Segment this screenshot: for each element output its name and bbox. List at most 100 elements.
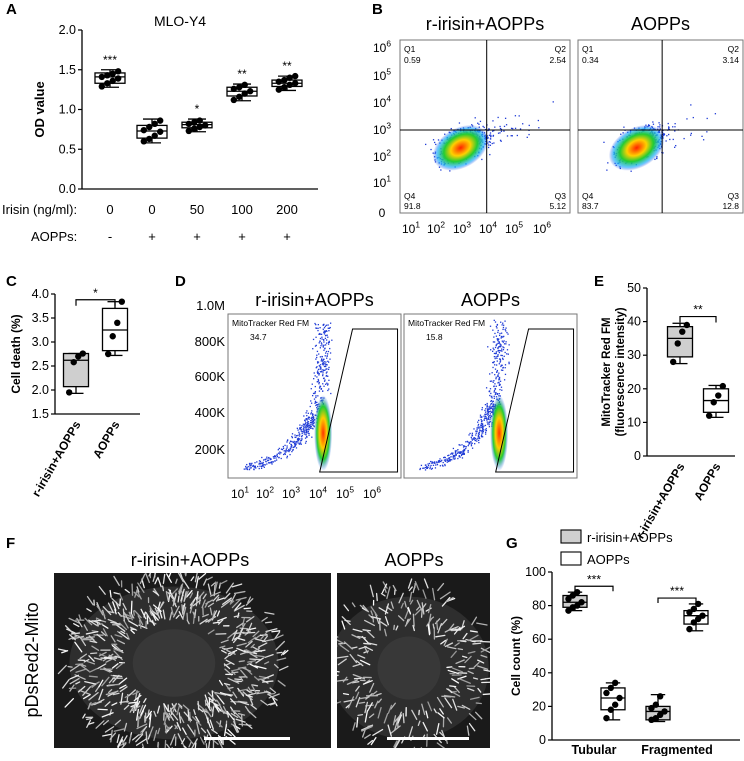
y-tick-label: 40	[627, 315, 641, 329]
flow-event	[317, 351, 318, 352]
flow-event	[486, 417, 487, 418]
mitochondrion	[242, 715, 243, 726]
flow-event	[321, 389, 322, 390]
micrograph-title-right: AOPPs	[384, 550, 443, 570]
flow-event	[463, 449, 464, 450]
row-label-aopps: AOPPs:	[31, 229, 77, 244]
flow-event	[329, 348, 330, 349]
flow-event	[497, 382, 498, 383]
flow-event	[266, 463, 267, 464]
flow-event	[466, 446, 467, 447]
flow-event	[485, 412, 486, 413]
box-A-4-point	[281, 84, 287, 90]
flow-event	[457, 458, 458, 459]
flow-event	[476, 429, 477, 430]
flow-event	[498, 379, 499, 380]
box-A-3-point	[247, 88, 253, 94]
flow-event	[691, 133, 692, 134]
flow-event	[305, 420, 306, 421]
flow-event	[455, 451, 456, 452]
flow-event	[500, 350, 501, 351]
flow-event	[326, 372, 327, 373]
flow-event	[495, 389, 496, 390]
flow-event	[491, 406, 492, 407]
flow-event	[487, 403, 488, 404]
flow-event	[266, 457, 267, 458]
flow-event	[485, 433, 486, 434]
flow-event	[430, 465, 431, 466]
flow-event	[453, 457, 454, 458]
flow-event	[315, 375, 316, 376]
flow-event	[291, 451, 292, 452]
flow-event	[304, 425, 305, 426]
flow-event	[265, 459, 266, 460]
flow-event	[486, 428, 487, 429]
flow-event	[322, 371, 323, 372]
flow-event	[283, 448, 284, 449]
mitochondrion	[98, 709, 107, 710]
flow-event	[488, 422, 489, 423]
flow-event	[265, 461, 266, 462]
flow-event	[496, 364, 497, 365]
flow-event	[658, 122, 659, 123]
flow-event	[478, 425, 479, 426]
flow-event	[314, 323, 315, 324]
flow-event	[490, 138, 491, 139]
flow-event	[428, 465, 429, 466]
flow-event	[674, 126, 675, 127]
x-category-label: r-irisin+AOPPs	[29, 418, 84, 499]
flow-event	[311, 403, 312, 404]
flow-event	[314, 398, 315, 399]
box-G-1-0-point	[653, 702, 659, 708]
flow-event	[468, 434, 469, 435]
flow-event	[276, 455, 277, 456]
flow-event	[306, 432, 307, 433]
flow-event	[445, 461, 446, 462]
flow-event	[310, 413, 311, 414]
y-tick-label: 0.0	[59, 182, 76, 196]
flow-event	[301, 436, 302, 437]
y-tick-label: 105	[373, 67, 391, 83]
flow-event	[323, 325, 324, 326]
flow-event	[323, 386, 324, 387]
flow-event	[508, 354, 509, 355]
flow-event	[487, 423, 488, 424]
flow-event	[315, 395, 316, 396]
flow-event	[490, 404, 491, 405]
flow-event	[285, 451, 286, 452]
flow-event	[303, 425, 304, 426]
flow-event	[495, 392, 496, 393]
flow-event	[306, 436, 307, 437]
flow-event	[326, 356, 327, 357]
flow-event	[478, 433, 479, 434]
x-tick-label: 106	[533, 220, 551, 236]
flow-event	[505, 367, 506, 368]
box-G-0-1-point	[603, 690, 609, 696]
mitochondrion	[183, 605, 184, 614]
flow-event	[425, 467, 426, 468]
significance: **	[282, 59, 292, 73]
box-C-1-point	[110, 333, 116, 339]
flow-event	[498, 133, 499, 134]
x-category-label: Tubular	[572, 743, 617, 756]
quadrant-value: 2.54	[549, 55, 566, 65]
mitochondrion	[113, 676, 121, 677]
flow-event	[308, 433, 309, 434]
flow-event	[473, 428, 474, 429]
flow-event	[317, 370, 318, 371]
flow-title: r-irisin+AOPPs	[255, 290, 374, 310]
legend-swatch	[561, 552, 581, 565]
flow-event	[495, 358, 496, 359]
flow-event	[469, 433, 470, 434]
flow-event	[496, 351, 497, 352]
flow-event	[483, 429, 484, 430]
flow-title: AOPPs	[461, 290, 520, 310]
flow-event	[425, 144, 426, 145]
mitochondrion	[240, 628, 248, 629]
flow-event	[461, 454, 462, 455]
flow-event	[286, 445, 287, 446]
y-tick-label: 20	[532, 699, 546, 713]
flow-event	[475, 117, 476, 118]
flow-event	[490, 349, 491, 350]
